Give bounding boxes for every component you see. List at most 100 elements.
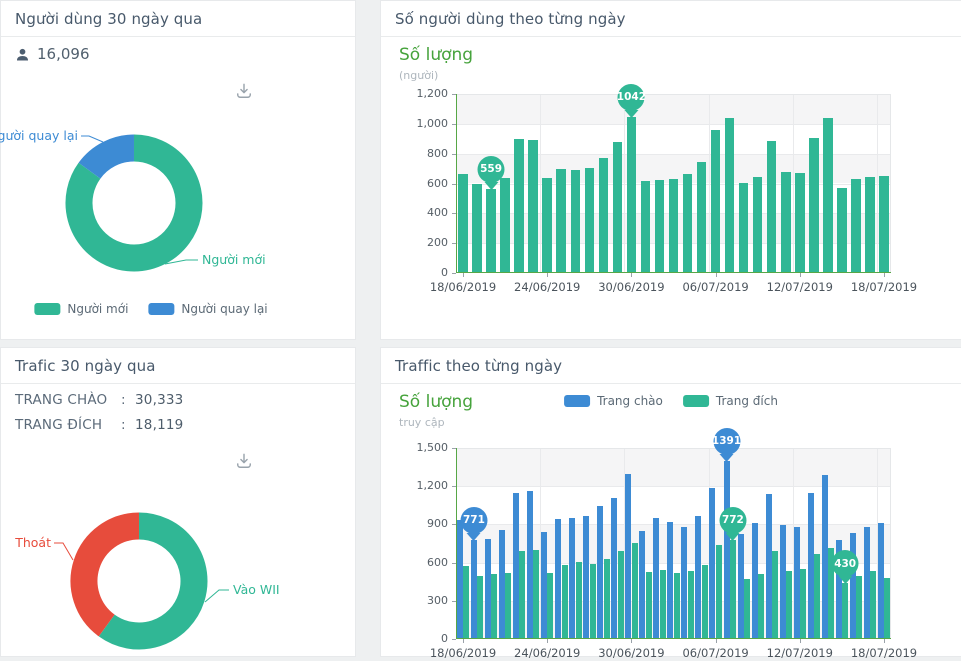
bar-trang-đích[interactable] bbox=[477, 575, 484, 638]
bar-trang-chào[interactable] bbox=[653, 517, 660, 638]
bar-trang-chào[interactable] bbox=[695, 516, 702, 638]
bar-trang-đích[interactable] bbox=[800, 568, 807, 638]
bar-trang-đích[interactable] bbox=[814, 553, 821, 638]
bar[interactable] bbox=[500, 178, 510, 272]
bar-trang-chào[interactable] bbox=[498, 529, 505, 638]
bar-trang-chào[interactable] bbox=[863, 527, 870, 638]
bar[interactable] bbox=[682, 173, 693, 272]
bar-trang-đích[interactable] bbox=[547, 573, 554, 638]
bar[interactable] bbox=[556, 169, 566, 272]
bar-trang-đích[interactable] bbox=[491, 574, 498, 638]
bar-trang-chào[interactable] bbox=[765, 494, 772, 638]
bar-trang-đích[interactable] bbox=[561, 565, 568, 638]
bar[interactable] bbox=[710, 130, 721, 272]
bar[interactable] bbox=[809, 137, 819, 272]
bar-trang-chào[interactable] bbox=[779, 524, 786, 638]
bar[interactable] bbox=[654, 179, 665, 272]
bar[interactable] bbox=[781, 172, 791, 272]
daily-traffic-bar-chart[interactable]: 0 300 600 900 1,200 1,500 18/06/2019 24/06/2019… bbox=[417, 427, 917, 660]
legend-item-trang-chào[interactable]: Trang chào bbox=[564, 394, 663, 408]
bar[interactable] bbox=[584, 167, 595, 272]
bar[interactable] bbox=[696, 162, 707, 272]
donut-slice-thoát[interactable] bbox=[70, 512, 140, 637]
bar-trang-đích[interactable] bbox=[575, 562, 582, 638]
bar-trang-đích[interactable] bbox=[617, 551, 624, 638]
bar-trang-chào[interactable] bbox=[667, 522, 674, 638]
bar-trang-chào[interactable] bbox=[569, 517, 576, 638]
bar-trang-đích[interactable] bbox=[463, 566, 470, 638]
bar-trang-đích[interactable] bbox=[701, 565, 708, 638]
bar-trang-chào[interactable] bbox=[541, 532, 548, 638]
bar-trang-chào[interactable] bbox=[807, 493, 814, 638]
bar-trang-đích[interactable] bbox=[687, 571, 694, 638]
bar[interactable] bbox=[514, 139, 524, 272]
bar-trang-đích[interactable] bbox=[842, 583, 849, 638]
bar-trang-chào[interactable] bbox=[484, 539, 491, 638]
bar-trang-đích[interactable] bbox=[870, 571, 877, 638]
bar-trang-chào[interactable] bbox=[835, 539, 842, 638]
bar-trang-chào[interactable] bbox=[470, 539, 477, 638]
bar-trang-đích[interactable] bbox=[715, 545, 722, 638]
bar-trang-chào[interactable] bbox=[793, 526, 800, 638]
bar-trang-chào[interactable] bbox=[709, 487, 716, 638]
bar-trang-đích[interactable] bbox=[631, 543, 638, 638]
bar-trang-đích[interactable] bbox=[856, 575, 863, 638]
bar-trang-chào[interactable] bbox=[821, 475, 828, 638]
bar[interactable] bbox=[752, 176, 763, 272]
bar[interactable] bbox=[486, 188, 496, 272]
bar-trang-đích[interactable] bbox=[505, 573, 512, 638]
daily-users-bar-chart[interactable]: 0 200 400 600 800 1,000 1,200 18/06/2019 24/06/2… bbox=[417, 83, 917, 294]
download-icon[interactable] bbox=[234, 81, 254, 101]
bar-trang-chào[interactable] bbox=[527, 490, 534, 638]
bar-trang-chào[interactable] bbox=[877, 523, 884, 638]
bar[interactable] bbox=[598, 157, 609, 272]
bar-trang-đích[interactable] bbox=[659, 569, 666, 638]
bar[interactable] bbox=[724, 117, 735, 272]
bar[interactable] bbox=[837, 187, 847, 272]
bar-trang-chào[interactable] bbox=[555, 518, 562, 638]
bar-trang-đích[interactable] bbox=[519, 550, 526, 638]
bar[interactable] bbox=[612, 142, 623, 272]
bar[interactable] bbox=[570, 169, 581, 272]
legend-item-người-mới[interactable]: Người mới bbox=[34, 302, 128, 316]
users-donut-chart[interactable]: Người mới gười quay lại bbox=[0, 119, 357, 319]
bar-trang-đích[interactable] bbox=[729, 539, 736, 638]
donut-slice-vào-wii[interactable] bbox=[98, 512, 208, 650]
bar[interactable] bbox=[823, 117, 833, 272]
bar[interactable] bbox=[668, 178, 679, 272]
bar-trang-đích[interactable] bbox=[772, 551, 778, 638]
bar[interactable] bbox=[879, 175, 889, 272]
bar[interactable] bbox=[458, 173, 468, 272]
bar-trang-đích[interactable] bbox=[589, 563, 596, 638]
bar-trang-chào[interactable] bbox=[737, 533, 744, 638]
bar-trang-đích[interactable] bbox=[884, 578, 891, 638]
bar-trang-chào[interactable] bbox=[597, 506, 604, 638]
bar-trang-chào[interactable] bbox=[611, 497, 618, 638]
bar[interactable] bbox=[542, 178, 552, 272]
bar[interactable] bbox=[738, 182, 749, 272]
donut-slice-người-quay-lại[interactable] bbox=[78, 134, 135, 180]
bar-trang-chào[interactable] bbox=[751, 522, 758, 638]
bar[interactable] bbox=[528, 140, 538, 272]
bar-trang-chào[interactable] bbox=[681, 526, 688, 638]
bar-trang-đích[interactable] bbox=[743, 579, 750, 638]
bar[interactable] bbox=[851, 178, 861, 272]
bar[interactable] bbox=[766, 140, 777, 272]
bar-trang-đích[interactable] bbox=[828, 547, 835, 638]
bar-trang-đích[interactable] bbox=[645, 572, 652, 638]
bar-trang-chào[interactable] bbox=[849, 532, 856, 638]
download-icon[interactable] bbox=[234, 451, 254, 471]
bar[interactable] bbox=[865, 177, 875, 272]
bar-trang-đích[interactable] bbox=[533, 550, 540, 638]
bar-trang-chào[interactable] bbox=[456, 520, 463, 638]
bar-trang-chào[interactable] bbox=[513, 493, 520, 638]
bar-trang-đích[interactable] bbox=[673, 573, 680, 638]
bar[interactable] bbox=[626, 116, 637, 272]
bar-trang-chào[interactable] bbox=[625, 473, 632, 638]
bar-trang-chào[interactable] bbox=[723, 460, 730, 638]
bar-trang-đích[interactable] bbox=[603, 559, 610, 638]
bar-trang-đích[interactable] bbox=[757, 573, 764, 638]
donut-slice-người-mới[interactable] bbox=[65, 134, 203, 272]
traffic-donut-chart[interactable]: Vào WII Thoát bbox=[1, 466, 357, 661]
legend-item-trang-đích[interactable]: Trang đích bbox=[682, 394, 778, 408]
